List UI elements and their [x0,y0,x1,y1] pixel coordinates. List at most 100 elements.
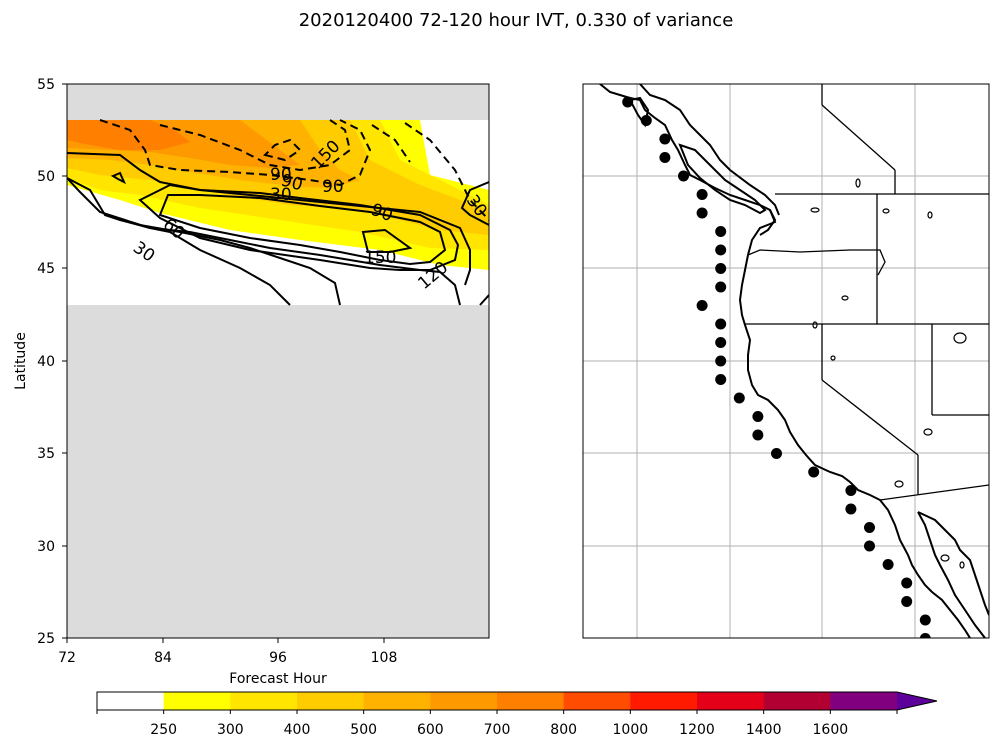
map-point [733,392,745,404]
colorbar-tick-label: 500 [350,722,377,738]
x-tick-labels: 72 84 96 108 [58,650,397,666]
map-point [678,170,689,182]
map-point [696,207,708,219]
map-point [715,263,727,274]
gulf-california [917,511,989,616]
colorbar-swatch [830,692,898,710]
y-tick-label: 35 [37,446,55,462]
lakes [810,178,967,569]
map-points [622,96,931,638]
map-point [864,540,875,552]
colorbar-outline [96,691,938,711]
y-tick-label: 50 [37,169,55,185]
mask-top [67,84,489,120]
map-point [919,614,931,626]
y-tick-label: 55 [37,77,55,93]
contour-lowest [67,177,291,306]
contour-label: 30 [270,185,292,205]
colorbar-swatch [630,692,698,710]
fill-700 [67,120,190,150]
contour-upper-2 [138,183,460,271]
left-plot-content: 30 60 30 90 150 120 30 90 150 90 90 [67,84,489,638]
inner-coast [639,84,780,216]
map-point [622,96,634,108]
island-vancouver [678,143,767,215]
contour-150-small [361,228,413,253]
map-point [715,337,727,348]
x-tick-label: 108 [371,650,398,666]
map-frame [582,83,990,639]
colorbar-swatch [763,692,831,710]
colorbar-swatch [163,692,231,710]
dashed-right [404,122,489,221]
colorbar: 250 300 400 500 600 700 800 1000 1200 1400 1600 [96,691,938,738]
map-point [864,522,875,533]
map-point [715,226,727,237]
colorbar-swatch [230,692,298,710]
baja-east [917,511,986,638]
colorbar-swatch [363,692,431,710]
colorbar-swatch [563,692,631,710]
colorbar-tick-label: 800 [550,722,577,738]
dashed-outer [99,119,372,187]
ca-nv-border-diag [821,379,919,456]
map-point [882,559,894,570]
colorbar-extend-arrow [897,692,937,710]
dashed-core [263,138,302,162]
map-point [771,448,782,459]
colorbar-tick-label: 600 [417,722,444,738]
dashed-contours [99,119,489,221]
wa-or-border [747,249,886,276]
map-point [715,318,727,330]
y-tick-labels: 25 30 35 40 45 50 55 [37,77,55,647]
puget-sound [759,209,777,236]
contour-edge-right [460,181,489,226]
colorbar-ticks: 250 300 400 500 600 700 800 1000 1200 1400 1600 [96,710,898,738]
map-point [715,281,727,293]
x-axis-label: Forecast Hour [229,671,327,687]
contour-30-lower [67,177,341,306]
colorbar-swatch [97,692,165,710]
y-axis-label: Latitude [13,332,29,390]
colorbar-tick-label: 300 [217,722,244,738]
map-point [696,189,708,200]
y-tick-label: 25 [37,631,55,647]
colorbar-swatch [697,692,765,710]
mask-bottom [67,305,489,638]
political-borders [745,84,989,501]
contour-label: 90 [322,177,344,197]
map-point [845,485,857,496]
map-point [752,429,764,441]
colorbar-tick-label: 400 [284,722,311,738]
map-point [640,115,652,126]
contour-upper [67,152,471,286]
contour-label: 150 [364,248,396,268]
dashed-right-2 [371,124,411,163]
x-tick-label: 72 [58,650,76,666]
bc-ab-border [821,104,896,171]
contour-label: 90 [270,165,292,185]
figure-title: 2020120400 72-120 hour IVT, 0.330 of var… [299,10,734,31]
map-point [845,503,857,515]
solid-contours [67,152,489,306]
colorbar-tick-label: 700 [484,722,511,738]
map-point [715,244,727,256]
map-point [715,355,727,367]
y-tick-label: 30 [37,539,55,555]
y-tick-label: 40 [37,354,55,370]
colorbar-tick-label: 1600 [813,722,849,738]
us-mexico-border [879,484,989,501]
contour-small-loop [110,171,127,185]
colorbar-tick-label: 1000 [613,722,649,738]
colorbar-tick-label: 1400 [746,722,782,738]
colorbar-tick-label: 1200 [679,722,715,738]
contour-90 [158,194,447,266]
colorbar-swatch [297,692,365,710]
right-panel [582,83,990,639]
contour-lower-right [479,294,489,306]
map-point [901,596,913,607]
x-tick-label: 84 [154,650,172,666]
coastline-main [599,84,971,638]
dashed-inner [159,119,352,172]
